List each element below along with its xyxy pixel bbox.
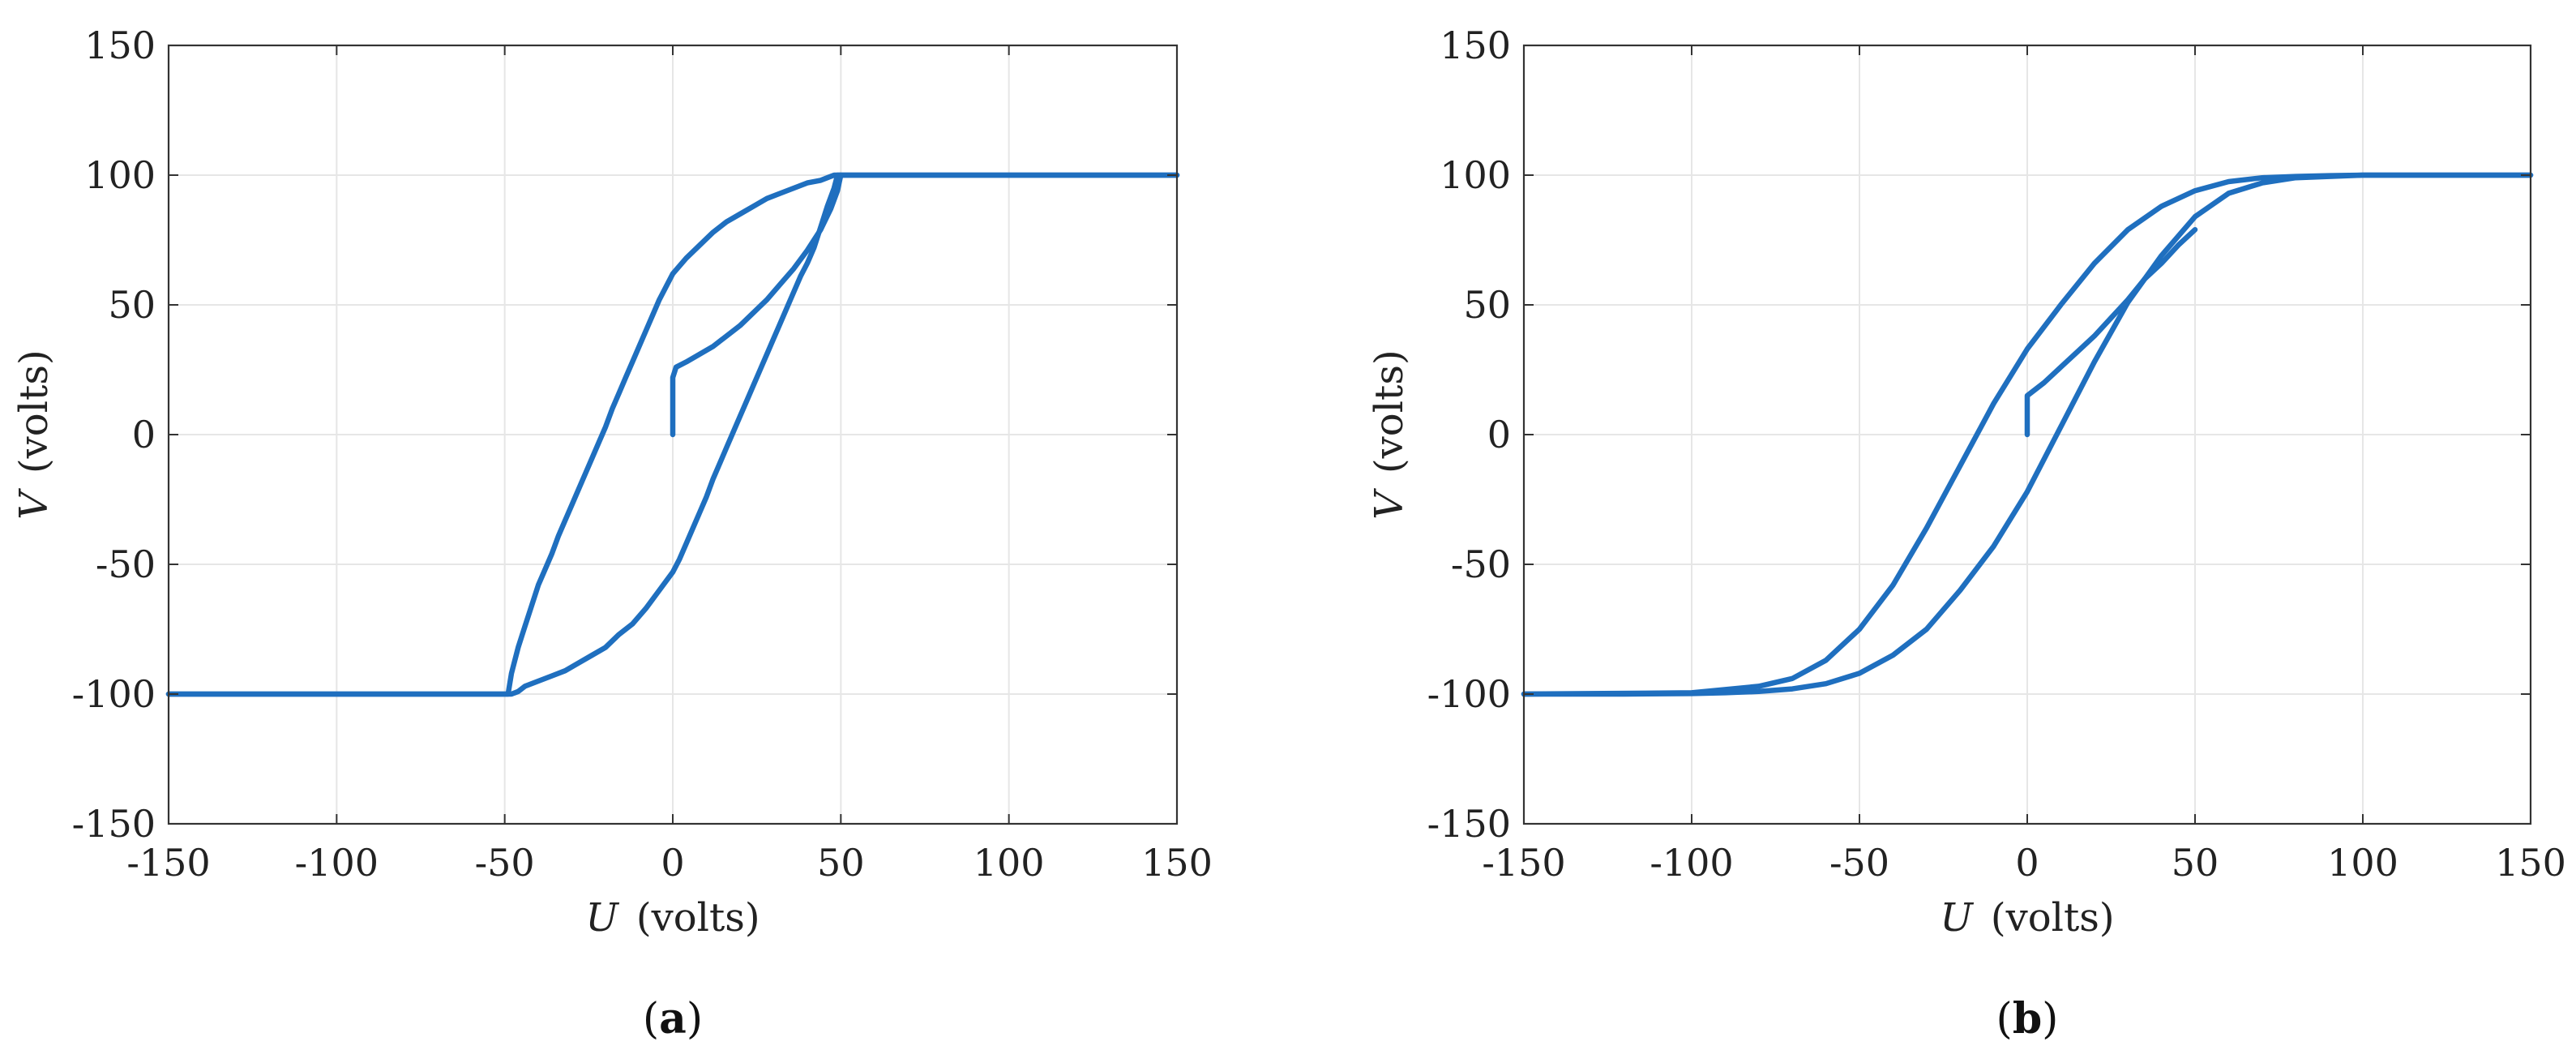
panel-label: (b) [1996, 994, 2059, 1044]
series-line-2 [1521, 172, 2534, 697]
x-axis-label: U (volts) [1940, 895, 2114, 941]
x-tick-label: 0 [661, 841, 684, 885]
series-line-1 [1521, 172, 2534, 697]
y-axis-label: V (volts) [11, 349, 57, 519]
panel-label-open: ( [1996, 995, 2013, 1044]
x-tick-label: -100 [1650, 841, 1733, 885]
panel-label-letter: a [659, 994, 687, 1044]
y-tick-label: 150 [1440, 24, 1511, 67]
y-tick-label: 50 [1463, 283, 1511, 327]
x-axis-unit: (volts) [636, 895, 760, 941]
x-tick-label: 50 [2172, 841, 2219, 885]
y-tick-label: -50 [1451, 542, 1511, 586]
series-line-3 [670, 172, 844, 438]
panel-label: (a) [643, 994, 703, 1044]
panel-b: -150 -100 -50 0 50 100 150 -150 -100 -50 0 50 100 150… [1367, 24, 2566, 1044]
x-tick-label: 100 [2327, 841, 2398, 885]
panel-label-close: ) [687, 995, 703, 1044]
y-tick-label: 50 [108, 283, 156, 327]
x-tick-label: 150 [2495, 841, 2566, 885]
panel-label-letter: b [2013, 994, 2042, 1044]
y-tick-label: 100 [84, 153, 156, 197]
y-axis-variable: V [11, 488, 57, 520]
y-tick-label: 100 [1440, 153, 1511, 197]
y-axis-label: V (volts) [1367, 349, 1412, 519]
y-tick-label: 0 [1487, 413, 1511, 456]
y-axis-variable: V [1367, 488, 1412, 520]
series-line-3 [2024, 226, 2198, 438]
x-tick-label: -50 [475, 841, 535, 885]
series-line-1 [165, 172, 1180, 697]
y-tick-label: -150 [1427, 802, 1511, 846]
series-line-2 [165, 172, 1180, 697]
x-tick-label: 100 [973, 841, 1045, 885]
panel-a: -150 -100 -50 0 50 100 150 -150 -100 -50 0 50 100 150… [11, 24, 1213, 1044]
x-tick-label: -50 [1829, 841, 1889, 885]
y-tick-label: -50 [96, 542, 156, 586]
panel-label-open: ( [643, 995, 659, 1044]
x-axis-label: U (volts) [585, 895, 760, 941]
x-axis-unit: (volts) [1991, 895, 2115, 941]
y-axis-unit: (volts) [11, 349, 57, 474]
x-axis-variable: U [1940, 895, 1974, 941]
x-tick-label: 50 [817, 841, 865, 885]
y-axis-unit: (volts) [1367, 349, 1412, 474]
x-tick-label: -150 [126, 841, 210, 885]
x-tick-label: 0 [2015, 841, 2039, 885]
x-tick-label: 150 [1141, 841, 1213, 885]
y-tick-label: -100 [72, 672, 156, 716]
y-tick-label: 150 [84, 24, 156, 67]
x-axis-variable: U [585, 895, 619, 941]
y-tick-label: -100 [1427, 672, 1511, 716]
y-tick-label: -150 [72, 802, 156, 846]
y-tick-label: 0 [132, 413, 156, 456]
x-tick-label: -100 [295, 841, 379, 885]
panel-label-close: ) [2042, 995, 2058, 1044]
x-tick-label: -150 [1482, 841, 1565, 885]
